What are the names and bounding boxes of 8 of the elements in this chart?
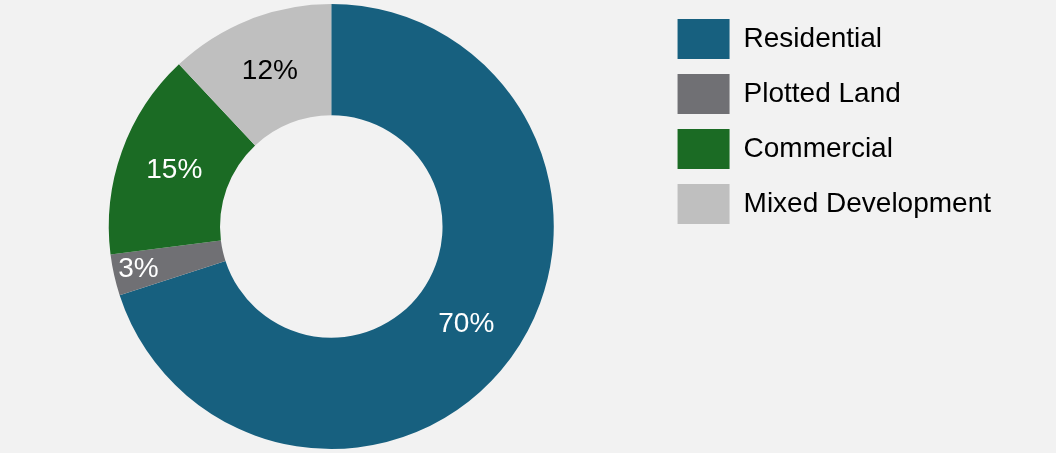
legend-label: Residential	[743, 21, 883, 53]
data-label: 12%	[241, 54, 298, 86]
data-label: 70%	[438, 307, 495, 339]
legend-label: Mixed Development	[743, 186, 992, 218]
data-label: 3%	[118, 252, 159, 284]
data-label: 15%	[146, 152, 203, 184]
legend-label: Plotted Land	[743, 76, 901, 108]
legend-label: Commercial	[743, 131, 893, 163]
